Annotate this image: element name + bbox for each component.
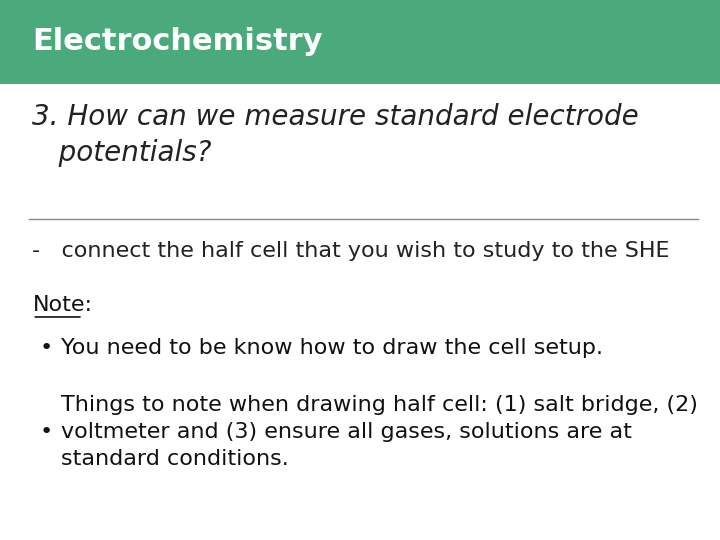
Text: Electrochemistry: Electrochemistry — [32, 28, 323, 56]
Text: •: • — [40, 338, 53, 359]
FancyBboxPatch shape — [0, 0, 720, 84]
Text: -   connect the half cell that you wish to study to the SHE: - connect the half cell that you wish to… — [32, 241, 670, 261]
Text: Note:: Note: — [32, 295, 92, 315]
Text: You need to be know how to draw the cell setup.: You need to be know how to draw the cell… — [61, 338, 603, 359]
Text: •: • — [40, 422, 53, 442]
Text: Things to note when drawing half cell: (1) salt bridge, (2)
voltmeter and (3) en: Things to note when drawing half cell: (… — [61, 395, 698, 469]
Text: 3. How can we measure standard electrode
   potentials?: 3. How can we measure standard electrode… — [32, 103, 639, 167]
